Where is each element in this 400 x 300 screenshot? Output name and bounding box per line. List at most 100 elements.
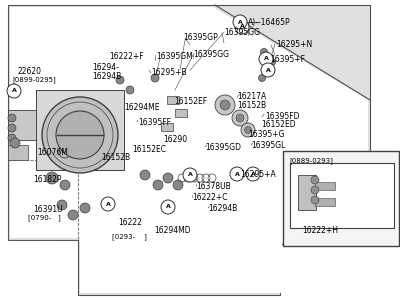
Circle shape: [46, 172, 58, 184]
Text: 16395FF: 16395FF: [138, 118, 171, 127]
Circle shape: [258, 74, 266, 82]
Circle shape: [246, 167, 260, 181]
Circle shape: [126, 86, 134, 94]
Bar: [161, 123, 173, 131]
Text: A: A: [266, 68, 270, 73]
Circle shape: [232, 110, 248, 126]
Text: 16152EF: 16152EF: [174, 97, 207, 106]
Circle shape: [311, 196, 319, 204]
Text: 16378UB: 16378UB: [196, 182, 231, 191]
Circle shape: [8, 134, 16, 142]
Text: 16294MD: 16294MD: [154, 226, 191, 235]
Circle shape: [116, 76, 124, 84]
Text: [0790-   ]: [0790- ]: [28, 214, 61, 221]
Bar: [290, 163, 394, 228]
Circle shape: [311, 176, 319, 184]
Text: 16395FD: 16395FD: [265, 112, 300, 121]
Circle shape: [60, 180, 70, 190]
Circle shape: [173, 180, 183, 190]
Bar: [315, 198, 335, 206]
Text: 16152ED: 16152ED: [261, 120, 296, 129]
Text: A: A: [250, 172, 256, 176]
Text: 16152B: 16152B: [237, 101, 266, 110]
Text: A: A: [240, 25, 244, 29]
Text: 16222: 16222: [118, 218, 142, 227]
Text: 16217A: 16217A: [237, 92, 266, 101]
Circle shape: [140, 170, 150, 180]
Text: 16395GD: 16395GD: [205, 143, 241, 152]
Circle shape: [233, 15, 247, 29]
Bar: [36, 90, 124, 170]
Text: A: A: [234, 172, 240, 176]
Polygon shape: [10, 7, 368, 293]
Circle shape: [42, 97, 118, 173]
Circle shape: [153, 180, 163, 190]
Bar: [167, 96, 179, 104]
Text: 16152EC: 16152EC: [132, 145, 166, 154]
Text: 16182P: 16182P: [33, 175, 62, 184]
Text: 16395GG: 16395GG: [193, 50, 229, 59]
Circle shape: [101, 197, 115, 211]
Circle shape: [68, 210, 78, 220]
Circle shape: [183, 168, 197, 182]
Text: 16395+F: 16395+F: [270, 55, 305, 64]
Text: A: A: [12, 88, 16, 94]
Text: 22620: 22620: [18, 67, 42, 76]
Bar: [8, 145, 28, 160]
Text: A)--16465P: A)--16465P: [248, 18, 291, 27]
Text: 16294ME: 16294ME: [124, 103, 160, 112]
Circle shape: [8, 114, 16, 122]
Circle shape: [56, 111, 104, 159]
Polygon shape: [8, 5, 370, 295]
Circle shape: [80, 203, 90, 213]
Circle shape: [236, 114, 244, 122]
Circle shape: [151, 74, 159, 82]
Circle shape: [268, 58, 276, 65]
Text: 16391U: 16391U: [33, 205, 63, 214]
Bar: [283, 151, 399, 246]
Circle shape: [230, 167, 244, 181]
Text: 16295+N: 16295+N: [276, 40, 312, 49]
Bar: [315, 182, 335, 190]
Text: 16222+H: 16222+H: [302, 226, 338, 235]
Circle shape: [163, 173, 173, 183]
Text: A: A: [166, 205, 170, 209]
Circle shape: [220, 100, 230, 110]
Text: 16395GM: 16395GM: [156, 52, 193, 61]
Text: 16294B: 16294B: [208, 204, 237, 213]
Text: 16222+C: 16222+C: [192, 193, 228, 202]
Circle shape: [241, 123, 255, 137]
Bar: [175, 109, 187, 117]
Circle shape: [215, 95, 235, 115]
Circle shape: [244, 127, 252, 134]
Circle shape: [261, 63, 275, 77]
Text: A: A: [106, 202, 110, 206]
Circle shape: [57, 200, 67, 210]
Bar: [8, 110, 36, 140]
Text: 16222+F: 16222+F: [109, 52, 144, 61]
Text: A: A: [264, 56, 268, 61]
Text: 16395GP: 16395GP: [183, 33, 218, 42]
Circle shape: [259, 52, 273, 66]
Circle shape: [235, 20, 249, 34]
Text: [0889-0293]: [0889-0293]: [289, 157, 333, 164]
Text: 16294-: 16294-: [92, 63, 119, 72]
Text: 16152B: 16152B: [101, 153, 130, 162]
Text: [0899-0295]: [0899-0295]: [12, 76, 56, 83]
Circle shape: [161, 200, 175, 214]
Text: 16290: 16290: [163, 135, 187, 144]
Text: 16395GG: 16395GG: [224, 28, 260, 37]
Text: 16295+A: 16295+A: [240, 170, 276, 179]
Bar: [8, 160, 78, 240]
Text: 16395+G: 16395+G: [248, 130, 284, 139]
Text: 16294B: 16294B: [92, 72, 121, 81]
Circle shape: [7, 84, 21, 98]
Circle shape: [8, 124, 16, 132]
Text: 16295+B: 16295+B: [151, 68, 187, 77]
Text: A: A: [238, 20, 242, 25]
Text: A: A: [188, 172, 192, 178]
Circle shape: [260, 49, 268, 56]
Text: 16076M: 16076M: [37, 148, 68, 157]
Bar: [298, 175, 316, 210]
Circle shape: [311, 186, 319, 194]
